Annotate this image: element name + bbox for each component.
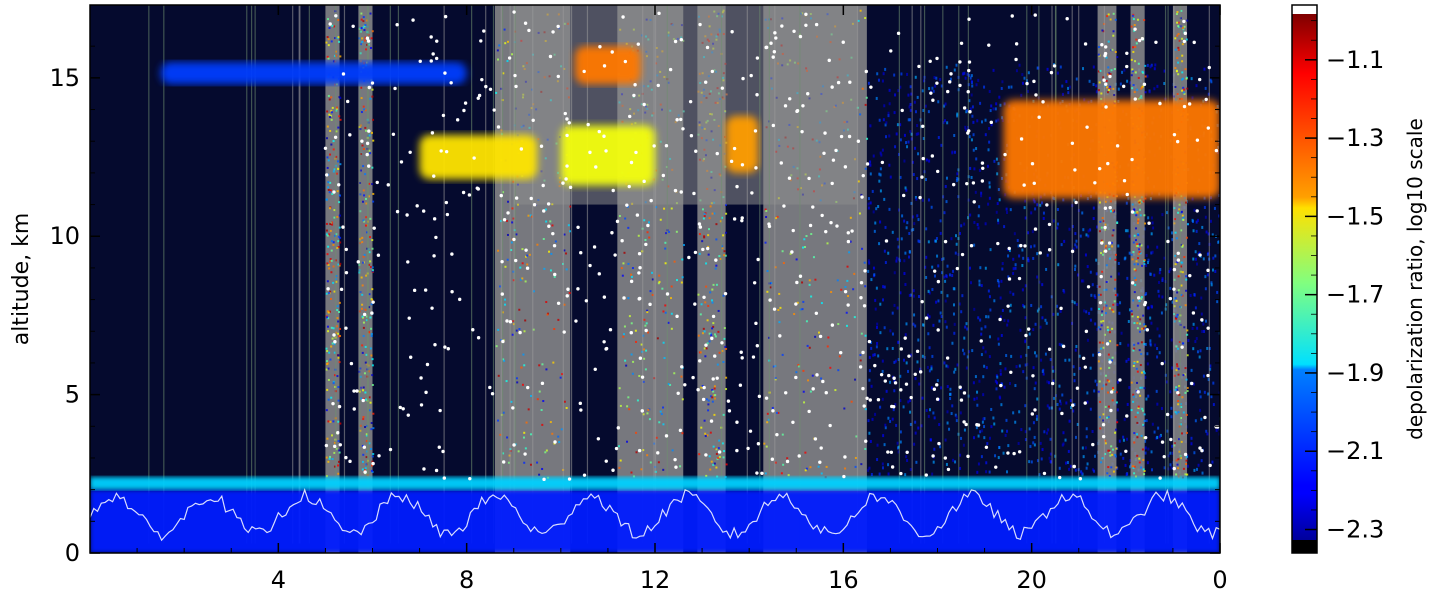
y-tick-label: 5	[65, 381, 80, 409]
white-markers	[323, 10, 1220, 482]
colorbar-tick-label: −1.3	[1326, 124, 1384, 152]
colorbar-frame	[1291, 4, 1318, 554]
colorbar: −1.1 −1.3 −1.5 −1.7 −1.9 −2.1 −2.3 depolarizat…	[1291, 4, 1427, 554]
contour-line	[90, 488, 1220, 542]
white-contour	[90, 488, 1220, 542]
colorbar-gradient	[1292, 14, 1317, 553]
heatmap-content	[90, 5, 1220, 553]
colorbar-over-extension	[1292, 5, 1317, 14]
x-axis: 4 8 12 16 20 0	[136, 5, 1228, 594]
x-tick-label: 4	[271, 566, 286, 593]
x-tick-label: 20	[1016, 566, 1047, 593]
missing-data-band	[325, 5, 340, 553]
cloud-feature	[725, 115, 759, 173]
x-tick-label: 8	[459, 566, 474, 593]
plot-area	[90, 5, 1220, 553]
colorbar-tick-label: −1.1	[1326, 46, 1384, 74]
x-tick-label: 0	[1212, 566, 1227, 593]
cloud-feature	[90, 476, 1220, 490]
colorbar-tick-label: −2.3	[1326, 516, 1384, 544]
vertical-streaks	[148, 5, 1210, 544]
x-tick-label: 12	[640, 566, 671, 593]
y-tick-label: 15	[49, 64, 80, 92]
colorbar-ticks: −1.1 −1.3 −1.5 −1.7 −1.9 −2.1 −2.3	[1305, 20, 1384, 550]
colorbar-tick-label: −1.5	[1326, 202, 1384, 230]
cloud-feature	[574, 46, 641, 85]
colorbar-tick-label: −1.9	[1326, 359, 1384, 387]
colorbar-under-extension	[1292, 540, 1317, 553]
colorbar-tick-label: −1.7	[1326, 281, 1384, 309]
colorbar-tick-label: −2.1	[1326, 437, 1384, 465]
cloud-feature	[560, 125, 655, 186]
cloud-feature	[1003, 100, 1220, 199]
cloud-features	[90, 46, 1220, 553]
x-tick-label: 16	[828, 566, 859, 593]
colorbar-label: depolarization ratio, log10 scale	[1403, 118, 1427, 440]
cloud-feature	[90, 489, 1220, 553]
y-tick-label: 0	[65, 539, 80, 567]
y-tick-label: 10	[49, 222, 80, 250]
cloud-feature	[419, 134, 538, 180]
y-axis: 0 5 10 15	[49, 45, 1220, 567]
y-axis-label: altitude, km	[9, 213, 34, 346]
cloud-feature	[160, 62, 467, 85]
